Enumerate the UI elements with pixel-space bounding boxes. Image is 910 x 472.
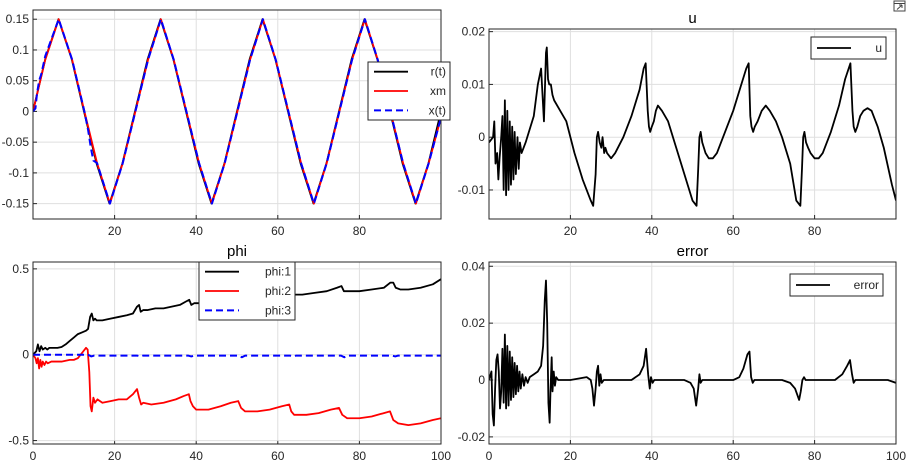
- chart-title: error: [677, 243, 709, 260]
- legend: u: [810, 36, 887, 60]
- x-tick-label: 100: [886, 449, 906, 463]
- series-line-phi-3: [33, 353, 441, 359]
- y-tick-label: 0.02: [462, 25, 486, 39]
- axes-box: [488, 261, 897, 445]
- x-tick-label: 40: [190, 449, 204, 463]
- y-tick-label: 0: [478, 130, 485, 144]
- y-tick-label: -0.02: [458, 430, 486, 444]
- y-tick-label: 0.04: [462, 259, 486, 273]
- y-tick-label: 0.15: [6, 12, 30, 26]
- series-line-xm: [33, 18, 441, 205]
- y-tick-label: 0: [478, 373, 485, 387]
- legend: phi:1 phi:2 phi:3: [198, 261, 296, 321]
- y-tick-label: -0.01: [458, 183, 486, 197]
- y-tick-label: 0.01: [462, 77, 486, 91]
- series-line-error: [489, 279, 896, 427]
- y-tick-label: 0.02: [462, 316, 486, 330]
- series-line-phi-1: [33, 278, 441, 356]
- y-tick-label: 0: [22, 104, 29, 118]
- x-tick-label: 20: [564, 224, 578, 238]
- series-line-phi-2: [33, 346, 441, 427]
- y-tick-label: 0.1: [12, 43, 29, 57]
- x-tick-label: 20: [108, 449, 122, 463]
- axes-box: [488, 28, 897, 220]
- y-tick-label: -0.05: [2, 135, 30, 149]
- legend-label: phi:2: [265, 284, 291, 298]
- y-tick-label: 0.05: [6, 74, 30, 88]
- x-tick-label: 0: [30, 449, 37, 463]
- chart-1: 20 40 60 80 0.02 0.01 0 -0.01 u u: [458, 10, 897, 238]
- y-tick-label: -0.15: [2, 197, 30, 211]
- undock-arrow-icon[interactable]: [893, 0, 906, 12]
- series-line-u: [489, 46, 896, 207]
- legend-label: r(t): [431, 65, 446, 79]
- legend: error: [789, 273, 884, 297]
- legend-label: error: [854, 278, 879, 292]
- legend-label: x(t): [429, 103, 446, 117]
- x-tick-label: 100: [431, 449, 451, 463]
- x-tick-label: 80: [808, 449, 822, 463]
- x-tick-label: 60: [727, 449, 741, 463]
- legend-label: xm: [430, 84, 446, 98]
- y-tick-label: -0.1: [8, 166, 29, 180]
- chart-title: u: [688, 10, 696, 27]
- x-tick-label: 80: [808, 224, 822, 238]
- x-tick-label: 60: [271, 449, 285, 463]
- x-tick-label: 0: [486, 449, 493, 463]
- y-tick-label: 0.5: [12, 262, 29, 276]
- legend-label: phi:3: [265, 303, 291, 317]
- x-tick-label: 40: [190, 224, 204, 238]
- legend-label: u: [875, 41, 882, 55]
- chart-title: phi: [227, 243, 247, 260]
- legend: r(t) xm x(t): [367, 61, 451, 121]
- x-tick-label: 80: [353, 449, 367, 463]
- x-tick-label: 40: [645, 224, 659, 238]
- x-tick-label: 40: [645, 449, 659, 463]
- chart-0: 20 40 60 80 0.15 0.1 0.05 0 -0.05 -0.1 -0.15 r(t) xm…: [2, 9, 451, 238]
- y-tick-label: 0: [22, 348, 29, 362]
- legend-label: phi:1: [265, 265, 291, 279]
- x-tick-label: 60: [727, 224, 741, 238]
- legend-box: [789, 273, 884, 297]
- series-line-x-t-: [33, 18, 441, 205]
- x-tick-label: 20: [564, 449, 578, 463]
- x-tick-label: 60: [271, 224, 285, 238]
- x-tick-label: 20: [108, 224, 122, 238]
- y-tick-label: -0.5: [8, 434, 29, 448]
- plot-area: [489, 29, 896, 219]
- x-tick-label: 80: [353, 224, 367, 238]
